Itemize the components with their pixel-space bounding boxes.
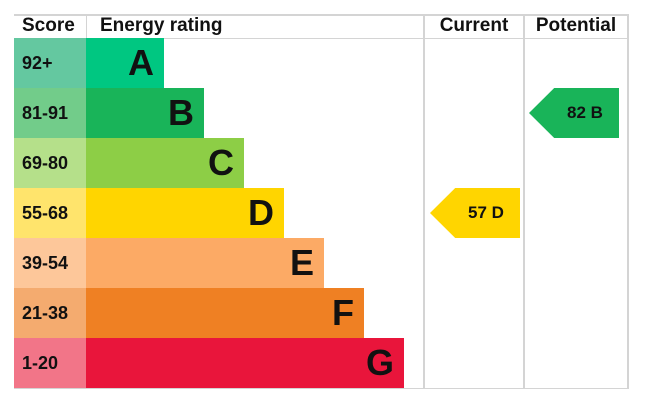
current-rating-arrow: 57 D <box>430 188 520 238</box>
potential-rating-arrow: 82 B <box>529 88 619 138</box>
current-col-divider <box>423 14 425 389</box>
rating-bar-g: G <box>86 338 404 388</box>
score-range-g: 1-20 <box>14 338 86 388</box>
rating-bar-f: F <box>86 288 364 338</box>
rating-bar-c: C <box>86 138 244 188</box>
rating-bar-a: A <box>86 38 164 88</box>
energy-rating-header: Energy rating <box>100 15 223 36</box>
rating-bar-e: E <box>86 238 324 288</box>
score-range-d: 55-68 <box>14 188 86 238</box>
score-range-f: 21-38 <box>14 288 86 338</box>
rating-bar-d: D <box>86 188 284 238</box>
score-range-e: 39-54 <box>14 238 86 288</box>
score-range-b: 81-91 <box>14 88 86 138</box>
rating-bar-b: B <box>86 88 204 138</box>
right-border <box>627 14 629 389</box>
score-header: Score <box>22 15 75 36</box>
score-range-a: 92+ <box>14 38 86 88</box>
potential-header: Potential <box>535 15 617 36</box>
top-border <box>14 14 628 16</box>
header-divider <box>14 38 628 39</box>
header-col-divider <box>86 14 87 38</box>
score-range-c: 69-80 <box>14 138 86 188</box>
potential-col-divider <box>523 14 525 389</box>
current-header: Current <box>439 15 509 36</box>
bottom-border <box>14 388 628 389</box>
